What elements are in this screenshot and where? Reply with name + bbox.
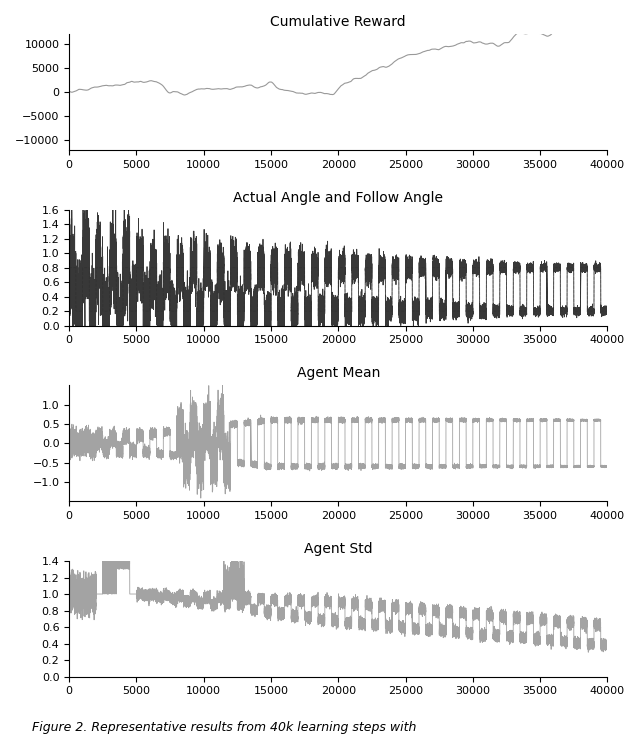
Title: Actual Angle and Follow Angle: Actual Angle and Follow Angle <box>233 190 444 205</box>
Title: Agent Mean: Agent Mean <box>296 366 380 380</box>
Text: Figure 2. Representative results from 40k learning steps with: Figure 2. Representative results from 40… <box>32 720 417 734</box>
Title: Cumulative Reward: Cumulative Reward <box>271 15 406 29</box>
Title: Agent Std: Agent Std <box>304 542 372 556</box>
